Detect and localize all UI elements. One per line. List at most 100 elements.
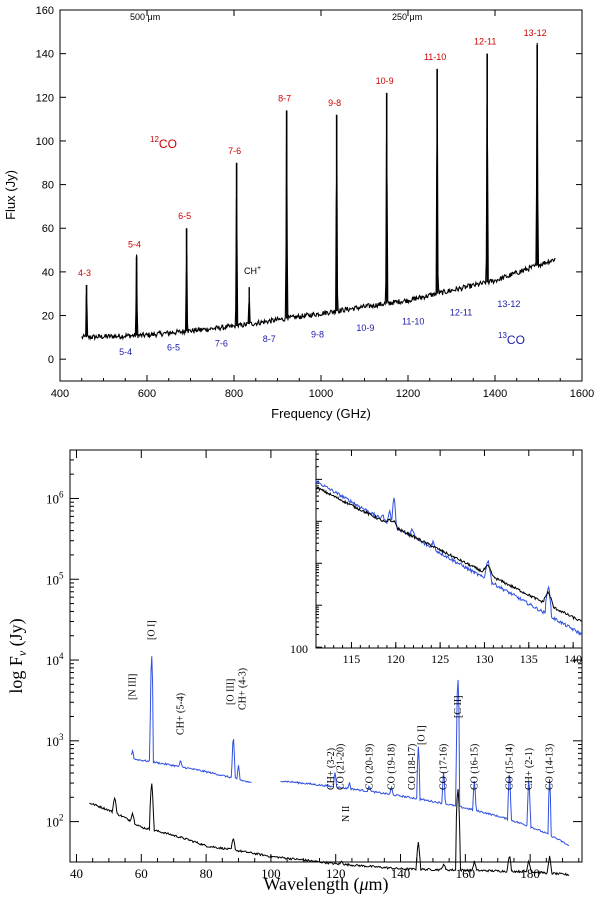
co13-line-label: 5-4 — [119, 347, 132, 357]
bottom-line-label: CO (14-13) — [545, 744, 556, 790]
co13-line-label: 6-5 — [167, 343, 180, 353]
inset-x-tick-label: 120 — [387, 652, 405, 666]
bottom-line-label: CH+ (4-3) — [237, 668, 248, 710]
co12-line-label: 12-11 — [474, 37, 496, 47]
bottom-blue-spectrum-1 — [131, 656, 252, 784]
co12-line-label: 6-5 — [178, 211, 191, 221]
bottom-line-label: CO (21-20) — [336, 744, 347, 790]
top-spectrum-line — [81, 42, 556, 342]
bottom-y-axis-label-end: (Jy) — [6, 618, 27, 651]
bottom-y-tick-label: 104 — [46, 651, 64, 668]
bottom-y-tick-label: 103 — [46, 732, 64, 749]
co12-line-label: 11-10 — [424, 52, 446, 62]
bottom-line-label: N II — [341, 806, 352, 822]
label-13co: 13CO — [498, 331, 525, 347]
top-label-500um: 500 μm — [130, 12, 160, 22]
co12-line-label: 7-6 — [228, 146, 241, 156]
top-x-tick-label: 1400 — [483, 388, 507, 400]
co13-line-label: 7-6 — [215, 338, 228, 348]
top-x-tick-label: 1000 — [309, 388, 333, 400]
bottom-x-tick-label: 60 — [135, 866, 148, 881]
bottom-line-label: CH+ (5-4) — [176, 693, 187, 735]
inset-spectrum — [315, 480, 582, 636]
co13-line-label: 10-9 — [356, 323, 374, 333]
top-x-tick-label: 800 — [225, 388, 243, 400]
top-x-tick-label: 1600 — [570, 388, 594, 400]
bottom-x-axis-label-mu: μ — [358, 874, 368, 894]
bottom-y-tick-exp: 2 — [59, 813, 64, 823]
top-y-tick-label: 100 — [36, 136, 54, 148]
bottom-y-axis-label: log Fν (Jy) — [6, 618, 29, 693]
co13-line-label: 8-7 — [263, 334, 276, 344]
bottom-y-tick-exp: 3 — [59, 732, 64, 742]
inset-x-tick-label: 130 — [475, 652, 493, 666]
bottom-spectrum — [89, 656, 570, 877]
bottom-black-spectrum — [89, 783, 570, 877]
bottom-line-label: [O I] — [416, 725, 427, 745]
bottom-line-label: [O III] — [226, 679, 237, 705]
bottom-x-axis-label: Wavelength (μm) — [263, 874, 388, 895]
bottom-line-labels: [N III] [O I] CH+ (5-4) [O III] CH+ (4-3) CH+… — [128, 620, 556, 822]
top-y-tick-label: 0 — [48, 354, 54, 366]
co12-line-label: 4-3 — [78, 268, 91, 278]
label-chplus-main: CH — [244, 266, 257, 276]
top-y-tick-label: 40 — [42, 267, 54, 279]
inset-y-tick-label: 100 — [290, 642, 308, 656]
label-12co-main: CO — [159, 137, 177, 151]
bottom-y-tick-exp: 5 — [59, 570, 64, 580]
bottom-x-tick-label: 140 — [391, 866, 411, 881]
co13-line-label: 12-11 — [450, 308, 472, 318]
bottom-y-tick-label: 102 — [46, 813, 64, 830]
bottom-x-tick-label: 80 — [200, 866, 213, 881]
co12-line-label: 8-7 — [278, 93, 291, 103]
top-x-axis-label: Frequency (GHz) — [271, 406, 371, 421]
co12-line-label: 5-4 — [128, 240, 141, 250]
top-y-tick-label: 80 — [42, 180, 54, 192]
co12-line-label: 10-9 — [376, 76, 394, 86]
bottom-y-tick-base: 10 — [46, 572, 59, 587]
bottom-x-axis-label-end: m) — [369, 874, 389, 895]
bottom-y-tick-exp: 4 — [59, 651, 64, 661]
inset-x-tick-label: 135 — [520, 652, 538, 666]
co13-line-label: 11-10 — [402, 316, 424, 326]
bottom-x-tick-label: 100 — [261, 866, 281, 881]
top-x-tick-label: 400 — [51, 388, 69, 400]
bottom-line-label: CO (15-14) — [504, 744, 515, 790]
bottom-x-tick-label: 40 — [70, 866, 83, 881]
inset-x-tick-label: 125 — [431, 652, 449, 666]
inset-blue-spectrum — [315, 480, 582, 636]
bottom-line-label: CH+ (2-1) — [524, 748, 535, 790]
bottom-line-label: [N III] — [128, 674, 139, 700]
bottom-y-axis-label-main: log F — [6, 656, 26, 694]
bottom-line-label: CH+ (3-2) — [326, 748, 337, 790]
bottom-line-label: [C II] — [453, 696, 464, 719]
top-y-tick-label: 140 — [36, 49, 54, 61]
top-y-tick-label: 60 — [42, 223, 54, 235]
inset-frame — [315, 449, 583, 649]
bottom-y-tick-label: 106 — [46, 489, 64, 506]
inset-axes: 115 120 125 130 135 140 100 — [290, 449, 583, 666]
bottom-x-axis-label-main: Wavelength ( — [263, 874, 359, 895]
top-x-tick-label: 1200 — [396, 388, 420, 400]
bottom-y-tick-base: 10 — [46, 815, 59, 830]
top-axes: 400 600 800 1000 1200 1400 1600 0 20 40 60 80 100 120… — [36, 5, 595, 400]
top-spectrum — [81, 42, 556, 342]
bottom-line-label: CO (16-15) — [469, 744, 480, 790]
bottom-line-label: CO (19-18) — [387, 744, 398, 790]
top-y-tick-label: 120 — [36, 92, 54, 104]
bottom-y-tick-base: 10 — [46, 734, 59, 749]
label-12co-sup: 12 — [150, 135, 159, 144]
top-plot-frame — [59, 9, 583, 382]
co12-line-label: 13-12 — [524, 28, 547, 38]
inset-x-tick-label: 140 — [564, 652, 582, 666]
bottom-line-label: [O I] — [147, 620, 158, 640]
bottom-line-label: CO (17-16) — [439, 744, 450, 790]
co12-line-label: 9-8 — [328, 98, 341, 108]
top-panel-frequency-chart: 400 600 800 1000 1200 1400 1600 0 20 40 60 80 100 120… — [3, 5, 594, 421]
co13-line-label: 13-12 — [497, 299, 520, 309]
top-x-tick-label: 600 — [138, 388, 156, 400]
bottom-y-tick-base: 10 — [46, 491, 59, 506]
top-y-tick-label: 160 — [36, 5, 54, 17]
